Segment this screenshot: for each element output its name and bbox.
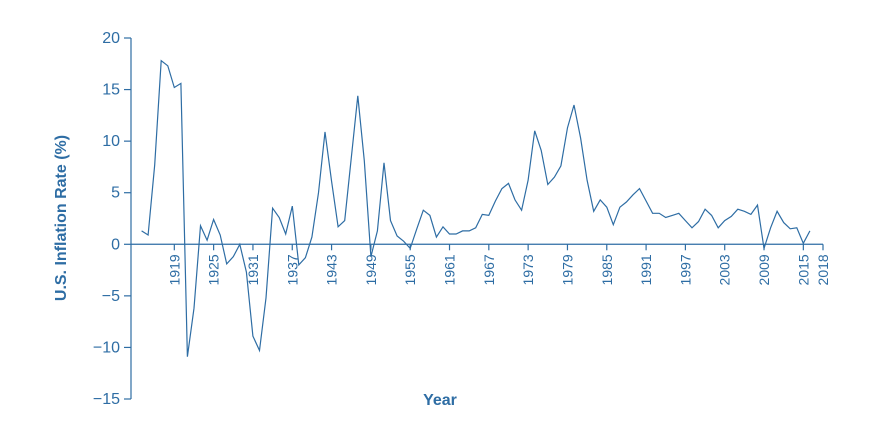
x-tick-label: 1961: [442, 254, 458, 285]
x-tick-label: 2009: [756, 254, 772, 285]
x-tick-label: 1931: [245, 254, 261, 285]
x-axis-title: Year: [423, 392, 457, 409]
x-tick-label: 1949: [363, 254, 379, 285]
x-tick-label: 1973: [520, 254, 536, 285]
y-tick-label: −5: [102, 288, 120, 305]
inflation-series-line: [141, 59, 811, 357]
y-tick-label: 10: [102, 133, 120, 150]
series-group: [141, 59, 811, 357]
x-tick-label: 1991: [638, 254, 654, 285]
y-tick-label: 5: [111, 185, 120, 202]
x-tick-label: 1943: [324, 254, 340, 285]
x-tick-label: 1997: [677, 254, 693, 285]
x-tick-label: 1919: [166, 254, 182, 285]
x-tick-label: 2018: [815, 254, 831, 285]
y-tick-label: 20: [102, 30, 120, 47]
y-ticks: 20 15 10 5 0 −5 −10 −15: [93, 30, 131, 408]
y-axis-title: U.S. Inflation Rate (%): [53, 135, 70, 301]
x-tick-label: 1955: [402, 254, 418, 285]
x-ticks: 1919 1925 1931 1937 1943 1949 1955 1961 1967 1973…: [166, 244, 831, 285]
x-tick-label: 1937: [284, 254, 300, 285]
x-tick-label: 1925: [206, 254, 222, 285]
y-tick-label: −10: [93, 339, 120, 356]
x-tick-label: 1967: [481, 254, 497, 285]
x-tick-label: 1979: [559, 254, 575, 285]
axes: [130, 38, 823, 399]
x-tick-label: 2003: [717, 254, 733, 285]
x-tick-label: 2015: [795, 254, 811, 285]
y-tick-label: 0: [111, 236, 120, 253]
x-tick-label: 1985: [599, 254, 615, 285]
y-tick-label: −15: [93, 391, 120, 408]
y-tick-label: 15: [102, 82, 120, 99]
